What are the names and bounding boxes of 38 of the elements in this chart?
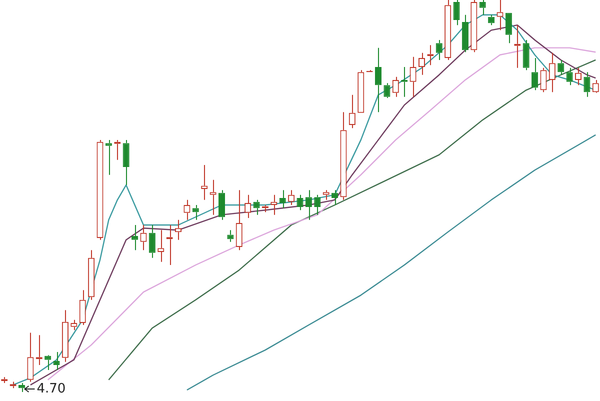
candlestick [53,352,60,371]
candlestick [558,59,564,76]
candlestick [348,94,356,129]
candlestick [392,76,399,98]
candlestick [175,219,182,240]
annotation: 4.70 [36,381,66,396]
candlestick [27,332,34,382]
candlestick [44,354,52,371]
candlestick [375,47,382,113]
candlestick [548,52,556,93]
candlestick [505,12,512,44]
candlestick [384,82,390,98]
candlestick [88,250,95,300]
candlestick [540,67,547,93]
candlestick [253,199,260,216]
candlestick [410,56,416,98]
candlestick [340,112,347,200]
candlestick [210,179,216,216]
candlestick [322,190,330,200]
candlestick [79,290,86,326]
candlestick [358,70,364,113]
candlestick [496,0,504,31]
candlestick [470,0,478,53]
candlestick [462,14,468,53]
candlestick [218,190,225,220]
candlestick [453,0,460,26]
candlestick [96,139,104,240]
candlestick [192,204,199,220]
candlestick [148,224,156,258]
candlestick [105,139,112,176]
candlestick [532,58,538,91]
candlestick [479,0,486,16]
candlestick [236,190,242,251]
candlestick [122,139,130,186]
candlestick [62,310,68,362]
candlestick [584,72,590,98]
candlestick [444,0,452,60]
candlestick [522,39,530,71]
